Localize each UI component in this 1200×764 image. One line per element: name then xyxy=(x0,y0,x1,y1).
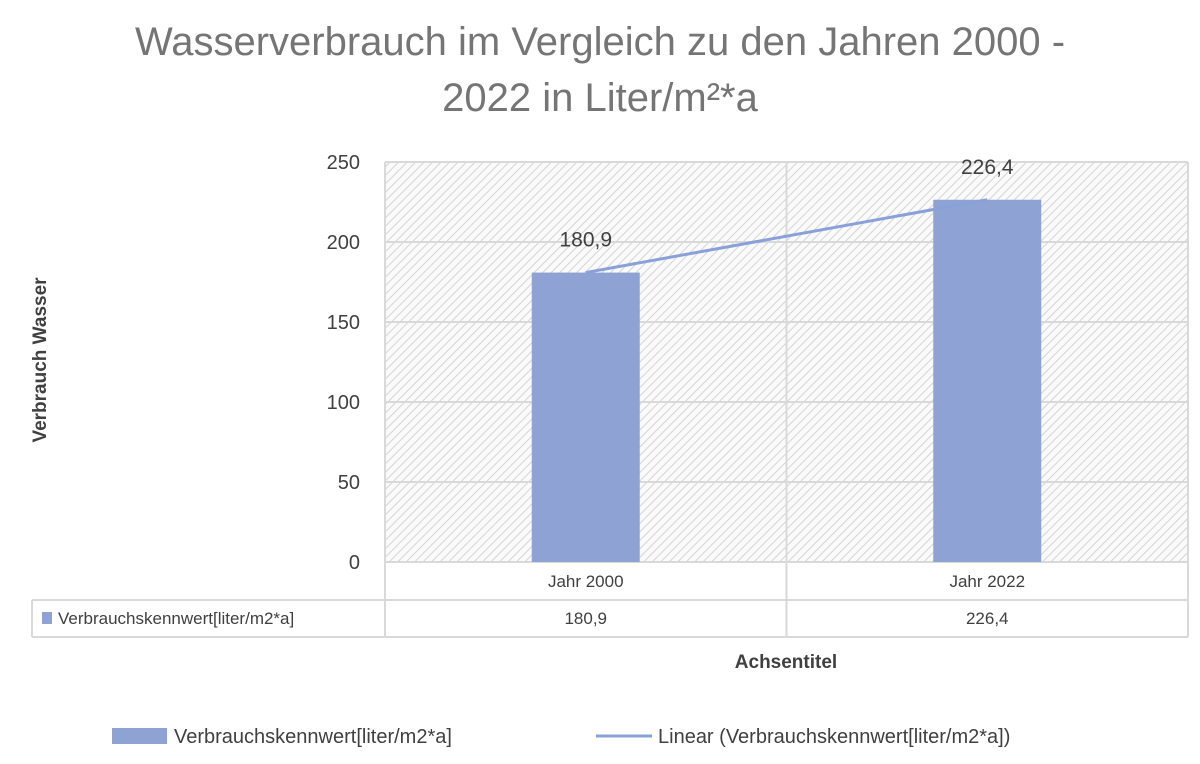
y-tick-label: 0 xyxy=(349,552,360,574)
legend-trend-label: Linear (Verbrauchskennwert[liter/m2*a]) xyxy=(658,726,1010,748)
table-value: 226,4 xyxy=(966,609,1009,628)
data-label: 226,4 xyxy=(961,156,1014,179)
x-axis-title: Achsentitel xyxy=(735,652,837,673)
chart-title: Wasserverbrauch im Vergleich zu den Jahr… xyxy=(0,14,1200,126)
table-legend-key xyxy=(42,612,52,624)
legend-bar-swatch xyxy=(112,728,167,744)
chart-title-line2: 2022 in Liter/m²*a xyxy=(442,76,758,120)
y-tick-label: 150 xyxy=(327,312,360,334)
chart-title-line1: Wasserverbrauch im Vergleich zu den Jahr… xyxy=(134,20,1066,64)
bar xyxy=(531,272,640,562)
legend-bar-label: Verbrauchskennwert[liter/m2*a] xyxy=(174,726,452,748)
y-tick-label: 250 xyxy=(327,152,360,174)
x-category-label: Jahr 2000 xyxy=(548,572,624,591)
y-tick-label: 100 xyxy=(327,392,360,414)
x-category-label: Jahr 2022 xyxy=(949,572,1025,591)
table-series-name: Verbrauchskennwert[liter/m2*a] xyxy=(58,609,294,628)
bar xyxy=(933,199,1042,562)
trendline xyxy=(585,198,988,275)
y-axis-title: Verbrauch Wasser xyxy=(30,277,51,443)
data-label: 180,9 xyxy=(559,229,612,252)
y-tick-label: 200 xyxy=(327,232,360,254)
table-value: 180,9 xyxy=(564,609,607,628)
y-tick-label: 50 xyxy=(338,472,360,494)
